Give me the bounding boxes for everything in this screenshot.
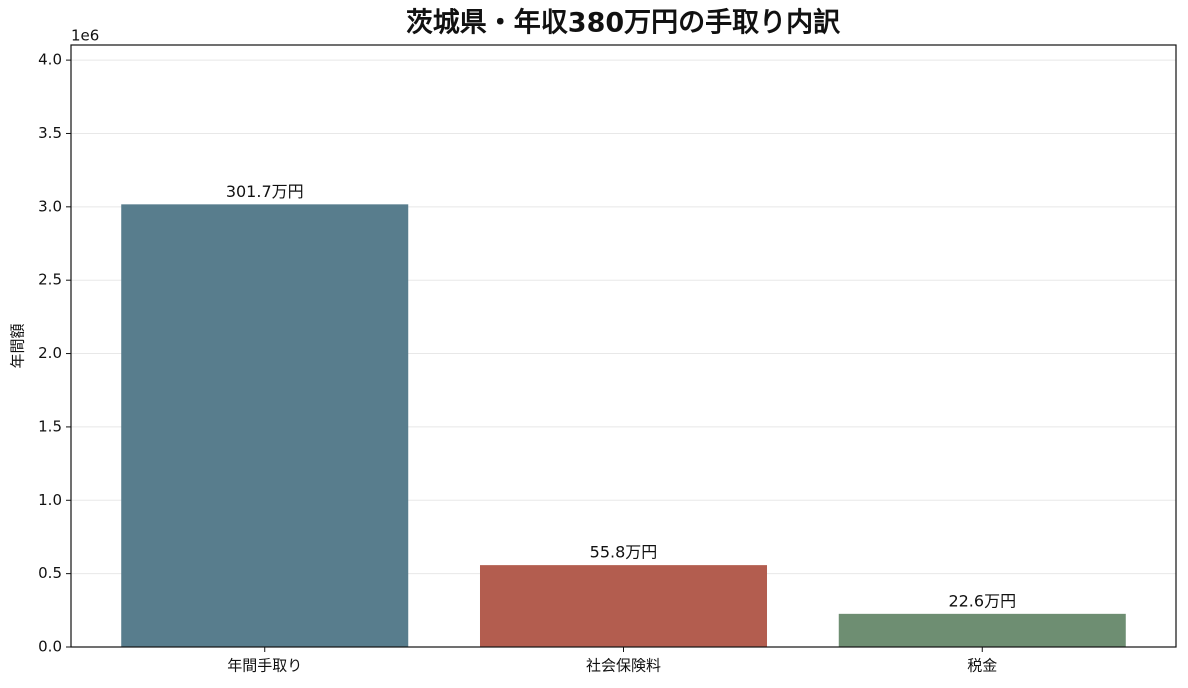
y-tick-label: 3.0: [38, 197, 62, 215]
value-label: 22.6万円: [948, 591, 1016, 610]
y-tick-label: 0.0: [38, 638, 62, 656]
bar: [121, 204, 409, 647]
x-tick-label: 社会保険料: [586, 657, 661, 675]
y-tick-label: 1.5: [38, 417, 62, 435]
y-tick-label: 2.5: [38, 271, 62, 289]
x-tick-label: 税金: [967, 657, 997, 675]
value-label: 301.7万円: [226, 182, 304, 201]
y-axis-label: 年間額: [9, 323, 27, 368]
y-tick-label: 3.5: [38, 124, 62, 142]
value-label: 55.8万円: [590, 543, 658, 562]
y-tick-label: 0.5: [38, 564, 62, 582]
chart-title: 茨城県・年収380万円の手取り内訳: [406, 7, 841, 39]
y-tick-label: 2.0: [38, 344, 62, 362]
y-offset-label: 1e6: [71, 27, 99, 45]
bar: [838, 613, 1126, 647]
x-tick-label: 年間手取り: [227, 657, 302, 675]
y-tick-label: 1.0: [38, 491, 62, 509]
plot-frame: [70, 44, 1177, 648]
bar: [479, 565, 768, 647]
y-tick-label: 4.0: [38, 51, 62, 69]
